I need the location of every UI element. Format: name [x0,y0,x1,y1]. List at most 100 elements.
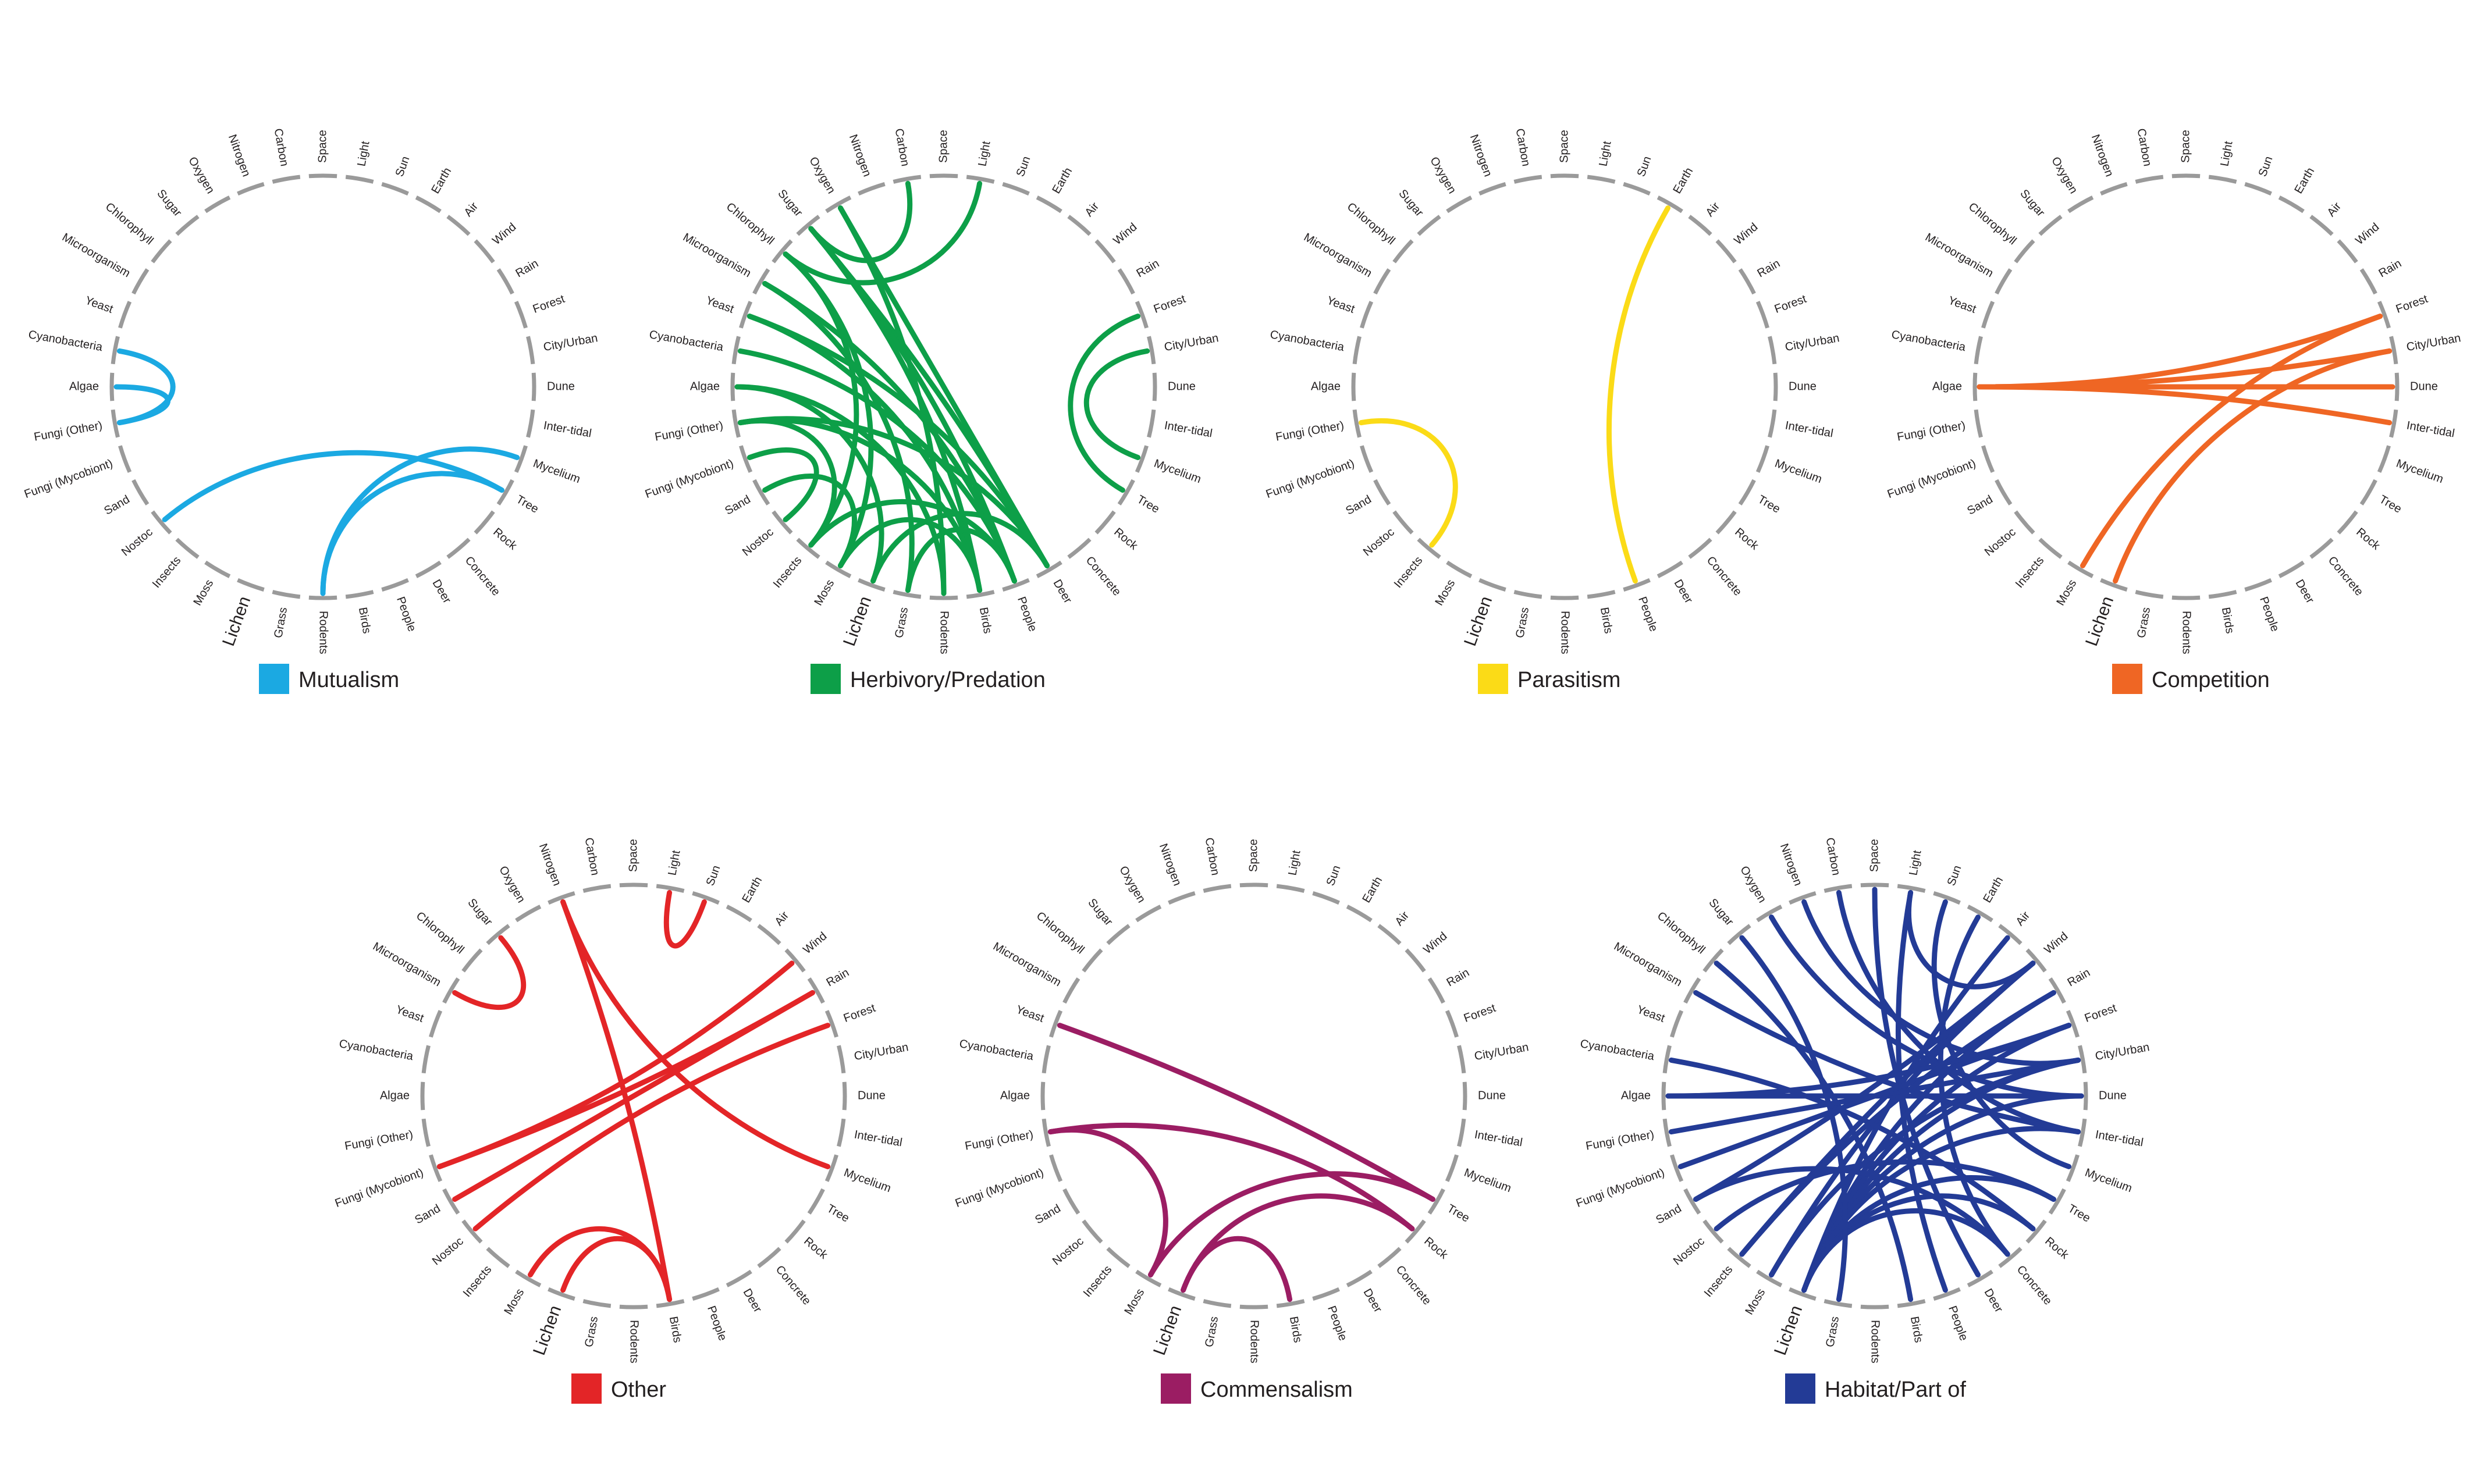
node-tick [1312,891,1340,905]
node-tick [175,215,200,236]
node-tick [151,510,172,535]
node-label-grass: Grass [582,1315,600,1348]
node-tick [1276,1299,1305,1308]
node-tick [2337,510,2358,535]
node-tick [752,479,770,506]
node-label-insects: Insects [150,554,184,590]
node-label-tree: Tree [1445,1202,1471,1225]
node-label-rodents: Rodents [1248,1320,1261,1364]
node-tick [2038,538,2063,559]
node-label-yeast: Yeast [704,294,735,316]
node-label-dune: Dune [1789,380,1817,393]
link-insects-rain [1739,990,2056,1257]
node-tick [1152,372,1157,401]
node-label-lichen: Lichen [840,594,875,649]
node-label-wind: Wind [490,220,518,247]
node-tick [1203,1299,1232,1308]
node-label-nitrogen: Nitrogen [226,133,253,179]
node-label-carbon: Carbon [582,837,602,876]
node-tick [796,215,820,236]
node-tick [1373,268,1391,295]
node-tick [1135,445,1149,473]
node-tick [1981,445,1995,473]
node-tick [1147,409,1156,438]
node-tick [1756,905,1783,923]
node-label-inter-tidal: Inter-tidal [1473,1128,1523,1149]
node-tick [1478,182,1506,196]
node-label-earth: Earth [1050,165,1075,195]
link-forest-tree [1068,314,1141,493]
node-tick [1392,510,1414,535]
node-tick [2025,1219,2047,1244]
node-tick [1824,884,1853,893]
link-fungi-other-moss [1047,1127,1168,1277]
node-label-rain: Rain [1755,257,1783,280]
node-tick [1036,560,1062,578]
node-tick [2359,268,2377,295]
node-label-people: People [1636,595,1660,634]
node-tick [582,884,612,893]
node-label-microorganism: Microorganism [681,231,753,280]
node-tick [2359,479,2377,506]
node-label-tree: Tree [824,1202,851,1225]
node-label-inter-tidal: Inter-tidal [2405,419,2455,440]
node-label-lichen: Lichen [529,1303,565,1358]
node-tick [825,560,852,578]
node-tick [1082,948,1103,973]
node-label-fungi-other: Fungi (Other) [1896,419,1967,443]
node-label-rodents: Rodents [317,611,330,654]
node-tick [2278,195,2305,213]
node-tick [204,195,231,213]
node-label-sun: Sun [1324,864,1343,888]
node-label-nitrogen: Nitrogen [536,842,564,888]
node-label-light: Light [2218,140,2235,168]
node-tick [2171,595,2201,600]
node-label-deer: Deer [1051,578,1075,606]
legend-herbivory-predation: Herbivory/Predation [811,664,1046,694]
node-label-yeast: Yeast [1635,1003,1666,1025]
node-label-wind: Wind [2353,220,2382,247]
link-city-urban-mycelium [1084,348,1150,460]
node-tick [421,1045,431,1074]
node-tick [739,445,753,473]
node-tick [893,175,922,184]
node-tick [1897,884,1926,893]
node-label-birds: Birds [1287,1315,1305,1344]
node-label-algae: Algae [1621,1089,1651,1102]
node-label-algae: Algae [1000,1089,1030,1102]
node-tick [2066,1010,2080,1038]
link-moss-city-urban [1769,1057,2081,1277]
node-tick [1346,905,1373,923]
node-label-moss: Moss [191,578,216,608]
node-label-yeast: Yeast [1946,294,1978,316]
node-tick [474,510,495,535]
legend-label: Herbivory/Predation [850,668,1046,692]
node-label-yeast: Yeast [1014,1003,1046,1025]
node-tick [429,1010,443,1038]
node-tick [526,336,535,365]
node-tick [442,977,460,1004]
node-tick [1688,215,1712,236]
node-tick [656,884,685,893]
node-tick [1147,336,1156,365]
node-label-people: People [1015,595,1039,634]
node-label-air: Air [2014,909,2033,928]
node-tick [1702,1219,1724,1244]
node-tick [824,1154,838,1182]
node-label-algae: Algae [1311,380,1341,393]
node-tick [1351,372,1356,401]
node-tick [446,538,471,559]
link-light-sun [663,889,707,949]
node-tick [1135,301,1149,329]
link-earth-concrete [1938,914,2010,1257]
node-tick [1738,268,1756,295]
node-tick [514,301,528,329]
node-label-fungi-mycobiont: Fungi (Mycobiont) [1886,457,1978,501]
legend-swatch [259,664,289,694]
node-label-fungi-mycobiont: Fungi (Mycobiont) [333,1166,425,1210]
node-label-sugar: Sugar [1706,896,1736,928]
node-label-dune: Dune [858,1089,886,1102]
link-nitrogen-mycelium [560,899,831,1169]
link-lichen-deer [870,511,1050,584]
